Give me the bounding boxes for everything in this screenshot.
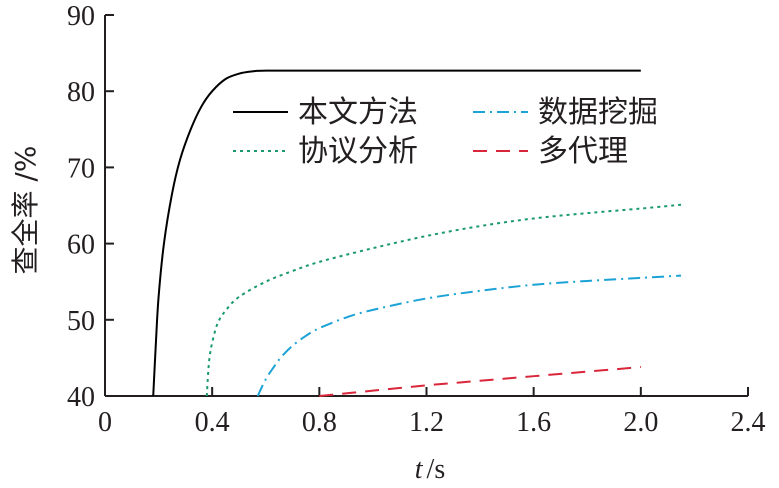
x-tick-label: 1.6 (516, 407, 551, 438)
legend-label-1: 本文方法 (298, 95, 418, 130)
x-tick-label: 0.8 (302, 407, 337, 438)
x-axis-variable: t (415, 454, 424, 485)
x-axis-title: t/s (415, 454, 445, 485)
y-tick-label: 60 (67, 230, 95, 261)
y-tick-label: 70 (67, 153, 95, 184)
series-layer (152, 69, 682, 397)
legend-label-2: 协议分析 (298, 134, 418, 169)
x-tick-label: 2.0 (623, 407, 658, 438)
series-line-2 (205, 203, 682, 397)
x-tick-label: 2.4 (731, 407, 766, 438)
x-tick-label: 1.2 (409, 407, 444, 438)
series-line-4 (319, 366, 641, 397)
y-tick-label: 90 (67, 1, 95, 32)
legend-label-3: 数据挖掘 (538, 95, 658, 130)
y-tick-label: 80 (67, 77, 95, 108)
series-line-3 (256, 274, 682, 397)
x-tick-label: 0 (98, 407, 112, 438)
series-line-1 (152, 69, 641, 397)
axes: 0 0.4 0.8 1.2 1.6 2.0 2.4 40 50 60 70 80 90 (67, 1, 766, 438)
y-tick-label: 50 (67, 306, 95, 337)
y-axis-title: 查全率 /% (9, 146, 42, 275)
y-tick-label: 40 (67, 382, 95, 413)
x-axis-unit: /s (427, 454, 446, 485)
x-tick-label: 0.4 (195, 407, 230, 438)
legend-label-4: 多代理 (538, 134, 628, 169)
